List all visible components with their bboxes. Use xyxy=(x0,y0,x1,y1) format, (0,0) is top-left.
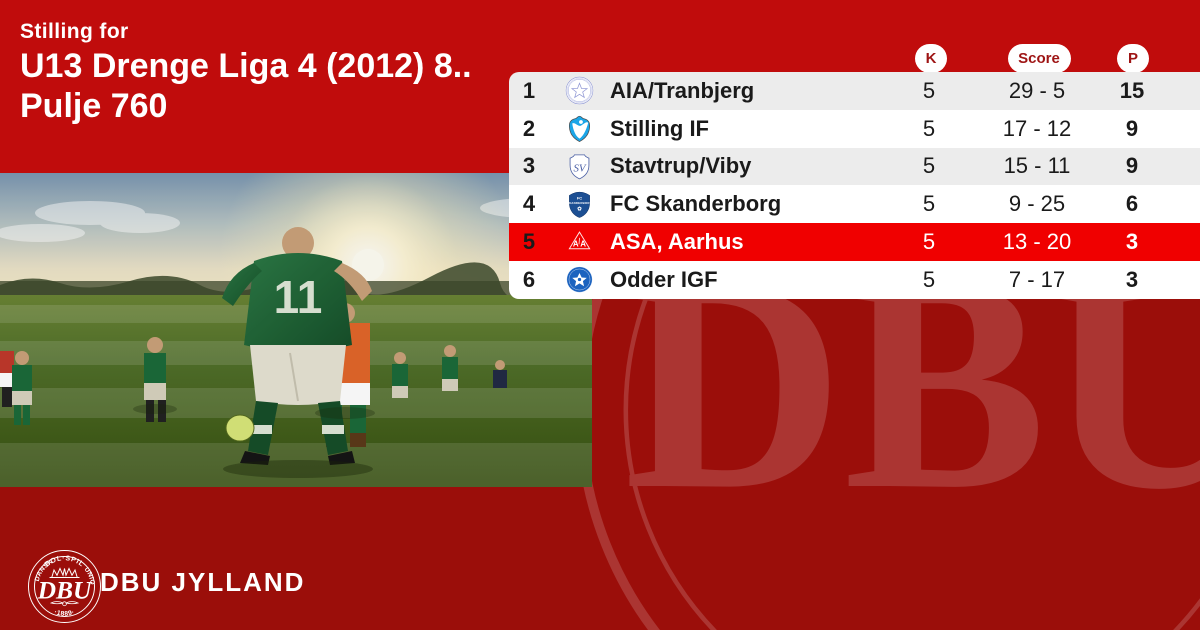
svg-text:SKANDERBORG: SKANDERBORG xyxy=(566,201,592,205)
svg-text:FC: FC xyxy=(576,195,581,200)
svg-text:DBU: DBU xyxy=(37,576,93,605)
svg-text:SV: SV xyxy=(573,162,586,174)
